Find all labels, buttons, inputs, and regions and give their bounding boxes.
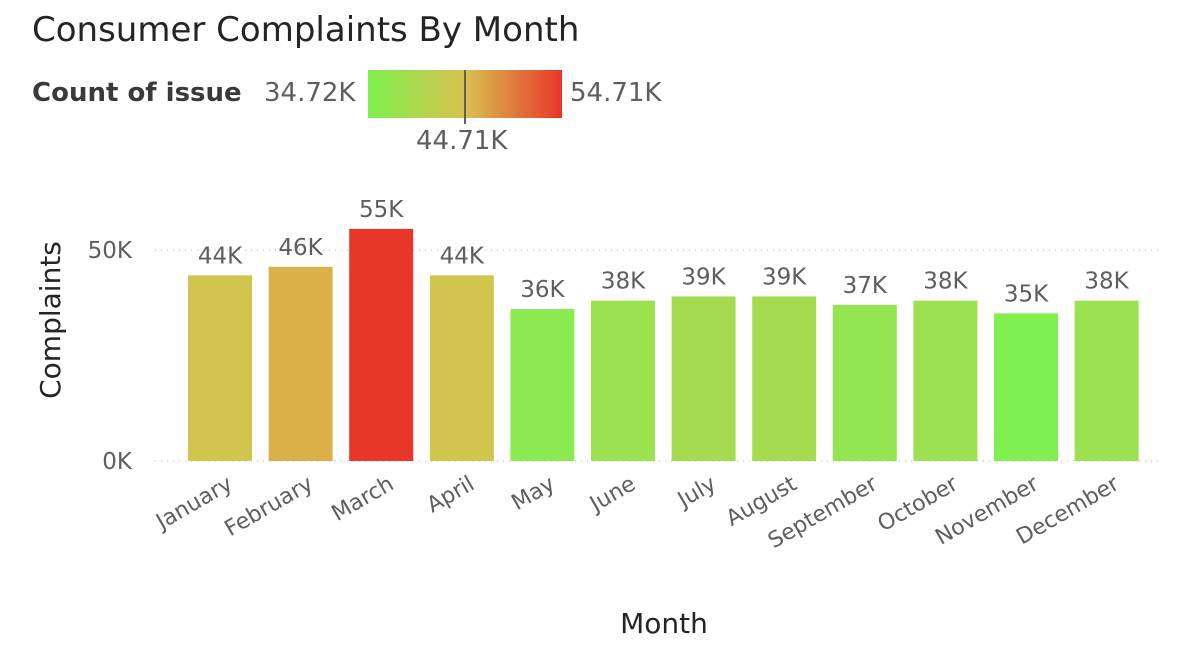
legend-mid-label: 44.71K (416, 126, 508, 156)
x-tick-label: May (508, 472, 560, 516)
data-label: 37K (843, 273, 888, 299)
data-label: 44K (440, 243, 485, 269)
x-tick-label: February (221, 472, 318, 542)
chart-title: Consumer Complaints By Month (32, 10, 580, 50)
bar-june[interactable] (591, 300, 655, 461)
data-label: 36K (520, 277, 565, 303)
bar-january[interactable] (188, 275, 252, 461)
data-label: 55K (359, 197, 404, 223)
legend-min-label: 34.72K (264, 78, 356, 108)
x-tick-label: June (584, 472, 640, 519)
data-label: 39K (681, 264, 726, 290)
bar-november[interactable] (994, 313, 1058, 461)
data-label: 38K (1084, 269, 1129, 295)
data-label: 46K (278, 235, 323, 261)
data-label: 35K (1004, 281, 1049, 307)
bar-may[interactable] (510, 309, 575, 461)
legend-max-label: 54.71K (570, 78, 662, 108)
color-legend: Count of issue 34.72K 54.71K 44.71K (32, 70, 732, 156)
data-label: 38K (923, 269, 968, 295)
bar-february[interactable] (268, 266, 333, 461)
bar-april[interactable] (429, 275, 494, 461)
bar-march[interactable] (349, 228, 414, 461)
data-label: 38K (601, 269, 646, 295)
legend-title: Count of issue (32, 78, 242, 108)
bar-august[interactable] (752, 296, 817, 461)
bar-october[interactable] (913, 300, 978, 461)
x-tick-label: April (423, 472, 479, 519)
data-label: 44K (198, 243, 243, 269)
x-axis-title: Month (620, 607, 708, 640)
bar-july[interactable] (671, 296, 736, 461)
y-axis-title: Complaints (34, 241, 67, 399)
bar-december[interactable] (1074, 300, 1139, 461)
y-tick-label: 50K (88, 238, 133, 264)
x-tick-label: July (672, 472, 721, 514)
bar-september[interactable] (832, 304, 897, 461)
legend-mid-tick (464, 70, 466, 124)
x-tick-label: March (328, 472, 399, 527)
data-label: 39K (762, 264, 807, 290)
y-tick-label: 0K (102, 449, 133, 475)
